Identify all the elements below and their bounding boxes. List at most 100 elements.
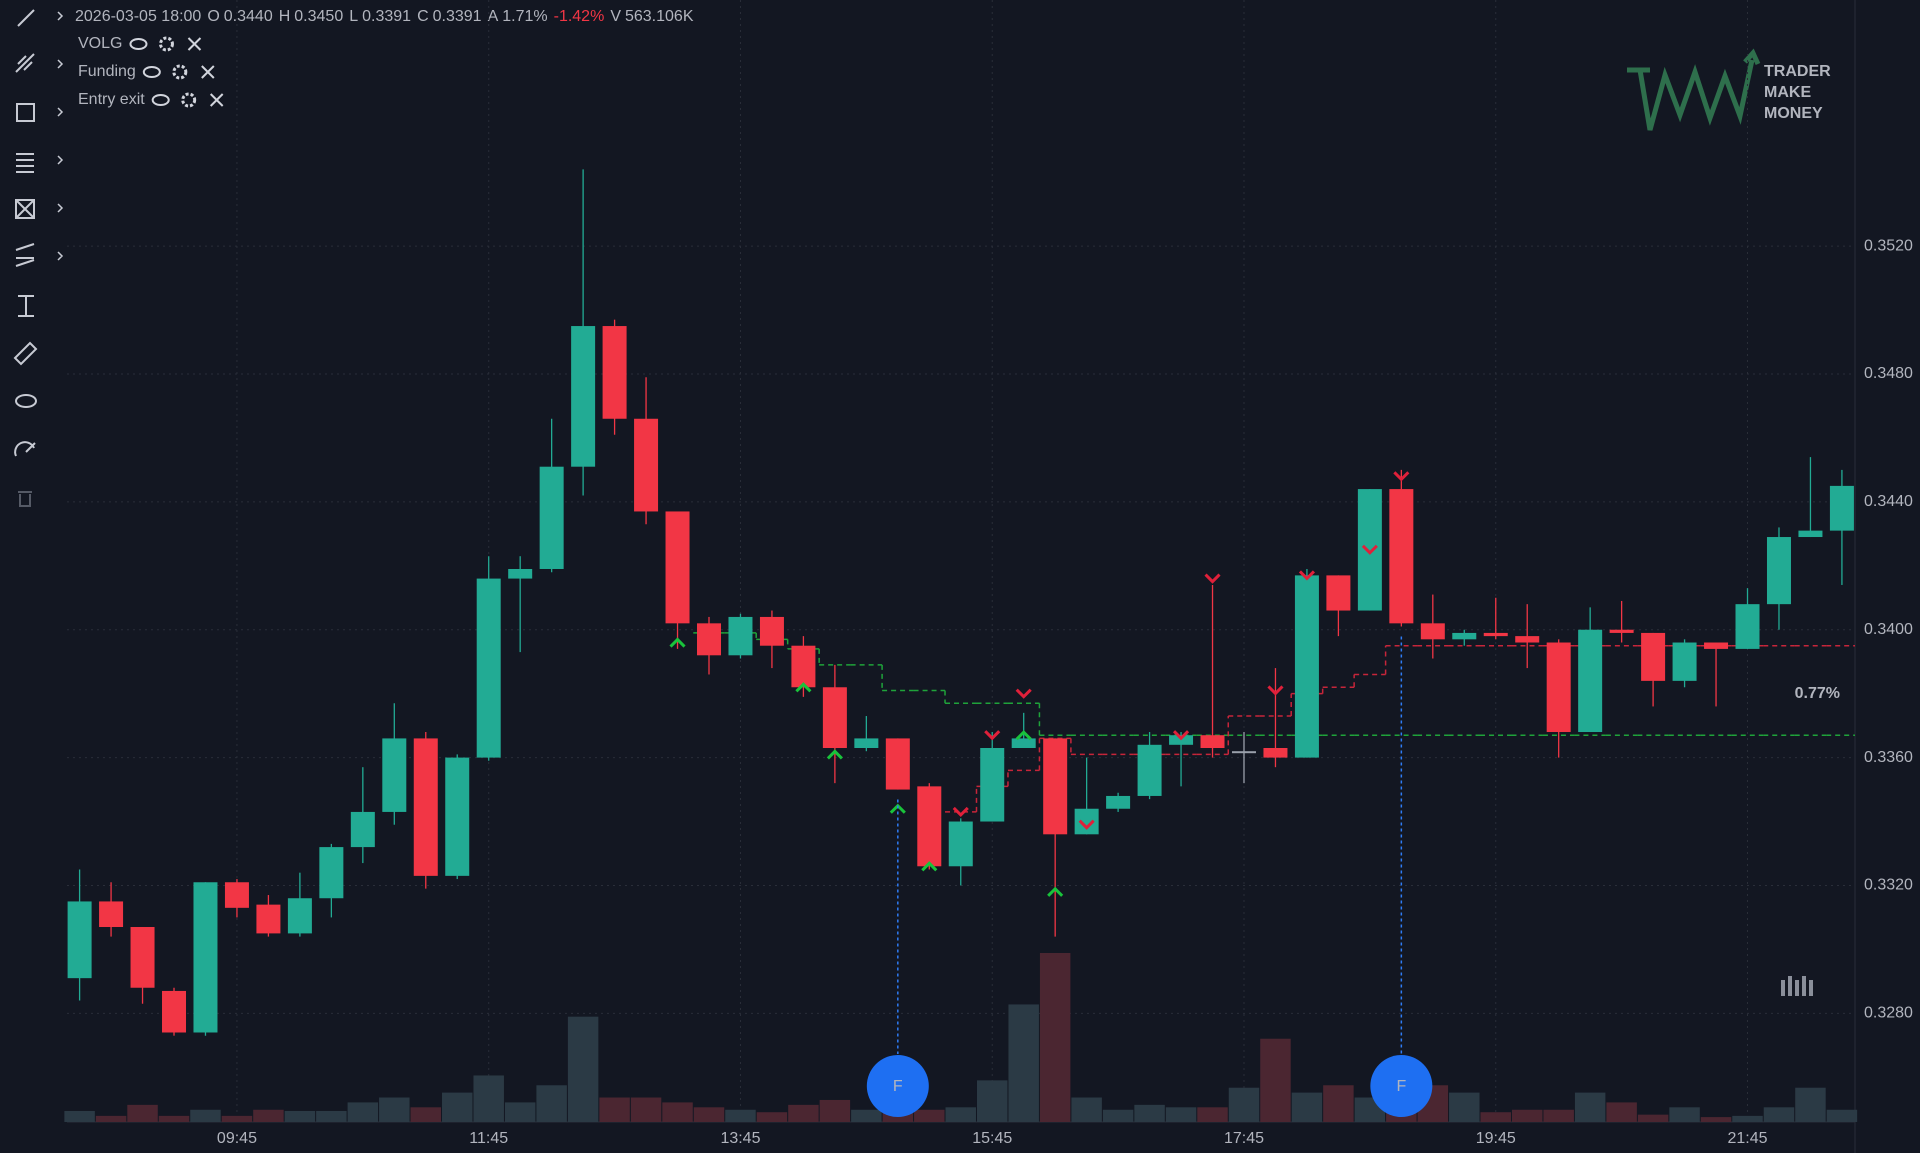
toolbar (13, 9, 64, 507)
volume-bar (819, 1099, 851, 1122)
volume-bar (1291, 1092, 1323, 1122)
header-field: 2026-03-05 18:00 (75, 8, 201, 25)
indicator-eye[interactable] (151, 94, 170, 106)
candle-body (980, 748, 1005, 822)
exit-marker (1172, 730, 1190, 741)
candle-body (476, 578, 501, 758)
candle-body (1389, 489, 1414, 624)
candle-body (791, 645, 816, 688)
candle-body (162, 990, 187, 1033)
exit-marker (952, 806, 969, 818)
volume-bar (1449, 1092, 1480, 1122)
volume-bar (1700, 1117, 1732, 1122)
indicator-remove[interactable] (201, 65, 215, 79)
header-field: 0.3450 (294, 8, 343, 25)
tool-fib[interactable] (15, 53, 35, 73)
tool-rect[interactable] (16, 103, 35, 122)
indicator-remove[interactable] (187, 37, 202, 51)
funding-marker (866, 1055, 929, 1117)
volume-bar (1228, 1087, 1260, 1122)
tool-lines[interactable] (16, 153, 34, 173)
candle-body (1452, 632, 1477, 640)
volume-bar (64, 1110, 95, 1122)
candle-body (1074, 808, 1099, 835)
x-tick-label: 15:45 (972, 1130, 1012, 1147)
volume-bar (1323, 1085, 1354, 1122)
candle-body (67, 901, 92, 979)
candle-body (224, 882, 249, 908)
indicator-settings[interactable] (158, 36, 174, 52)
candle-body (1043, 738, 1068, 835)
x-tick-label: 13:45 (720, 1130, 760, 1147)
volume-bar (221, 1115, 253, 1122)
indicator-settings[interactable] (181, 92, 197, 108)
volume-bar (1826, 1109, 1858, 1122)
volume-bar (756, 1112, 788, 1122)
volume-bar (851, 1109, 882, 1122)
volume-icon (1795, 980, 1799, 996)
tool-measure[interactable] (18, 295, 34, 317)
volume-bar (662, 1102, 693, 1122)
tool-eye[interactable] (15, 394, 37, 408)
volume-bar (882, 1112, 914, 1122)
candle-body (130, 927, 155, 988)
volume-bar (442, 1092, 473, 1122)
candle-body (917, 786, 942, 867)
tool-expanders[interactable] (57, 11, 64, 261)
header-field: C (417, 8, 429, 25)
candle-body (1200, 735, 1225, 748)
volume-bar (693, 1107, 725, 1122)
y-tick-label: 0.3440 (1864, 493, 1913, 510)
exit-marker (984, 730, 1001, 741)
candle-body (728, 616, 753, 656)
exit-marker (1015, 688, 1032, 699)
tool-ruler[interactable] (13, 341, 38, 366)
candle-body (1515, 636, 1540, 643)
indicator-eye[interactable] (129, 38, 148, 50)
candle-body (1294, 575, 1319, 758)
candle-body (99, 901, 124, 928)
watermark-text: MAKE (1764, 84, 1811, 101)
tool-forecast[interactable] (15, 243, 35, 267)
volume-bar (1732, 1115, 1763, 1122)
indicator-remove[interactable] (209, 93, 224, 107)
indicator-settings[interactable] (172, 64, 188, 80)
candle-body (759, 616, 784, 646)
volume-bar (945, 1107, 976, 1122)
candle-body (193, 882, 218, 1033)
candle-body (634, 418, 659, 512)
candle-body (822, 687, 847, 748)
candle-body (1263, 748, 1288, 758)
candle-body (1483, 632, 1508, 637)
candle-body (413, 738, 438, 876)
volume-icon (1788, 976, 1792, 996)
header-field: V (610, 8, 621, 25)
header-field: H (279, 8, 291, 25)
tool-pattern[interactable] (15, 199, 35, 219)
volume-bar (1763, 1107, 1795, 1122)
volume-bar (95, 1115, 127, 1122)
candle-body (571, 326, 596, 467)
volume-bar (788, 1104, 819, 1122)
tool-trash[interactable] (18, 491, 32, 507)
candle-body (256, 904, 281, 934)
header-field: 1.71% (502, 8, 547, 25)
y-tick-label: 0.3280 (1864, 1005, 1913, 1022)
header-field: L (349, 8, 358, 25)
candle-body (350, 811, 375, 848)
indicator-eye[interactable] (142, 66, 161, 78)
entry-marker (826, 749, 843, 760)
volume-bar (1543, 1109, 1574, 1122)
candle-body (1106, 795, 1131, 809)
candle-body (1011, 738, 1036, 748)
volume-bar (1197, 1107, 1228, 1122)
candle-body (1420, 623, 1445, 640)
volume-bar (379, 1097, 410, 1122)
tool-line[interactable] (17, 9, 35, 27)
exit-marker (1298, 570, 1315, 581)
volume-bar (1071, 1097, 1102, 1122)
header: 2026-03-05 18:00 O 0.3440 H 0.3450 L 0.3391 C 0.… (75, 8, 694, 25)
tool-magnet[interactable] (14, 441, 36, 457)
y-tick-label: 0.3320 (1864, 877, 1913, 894)
header-field: A (488, 8, 499, 25)
